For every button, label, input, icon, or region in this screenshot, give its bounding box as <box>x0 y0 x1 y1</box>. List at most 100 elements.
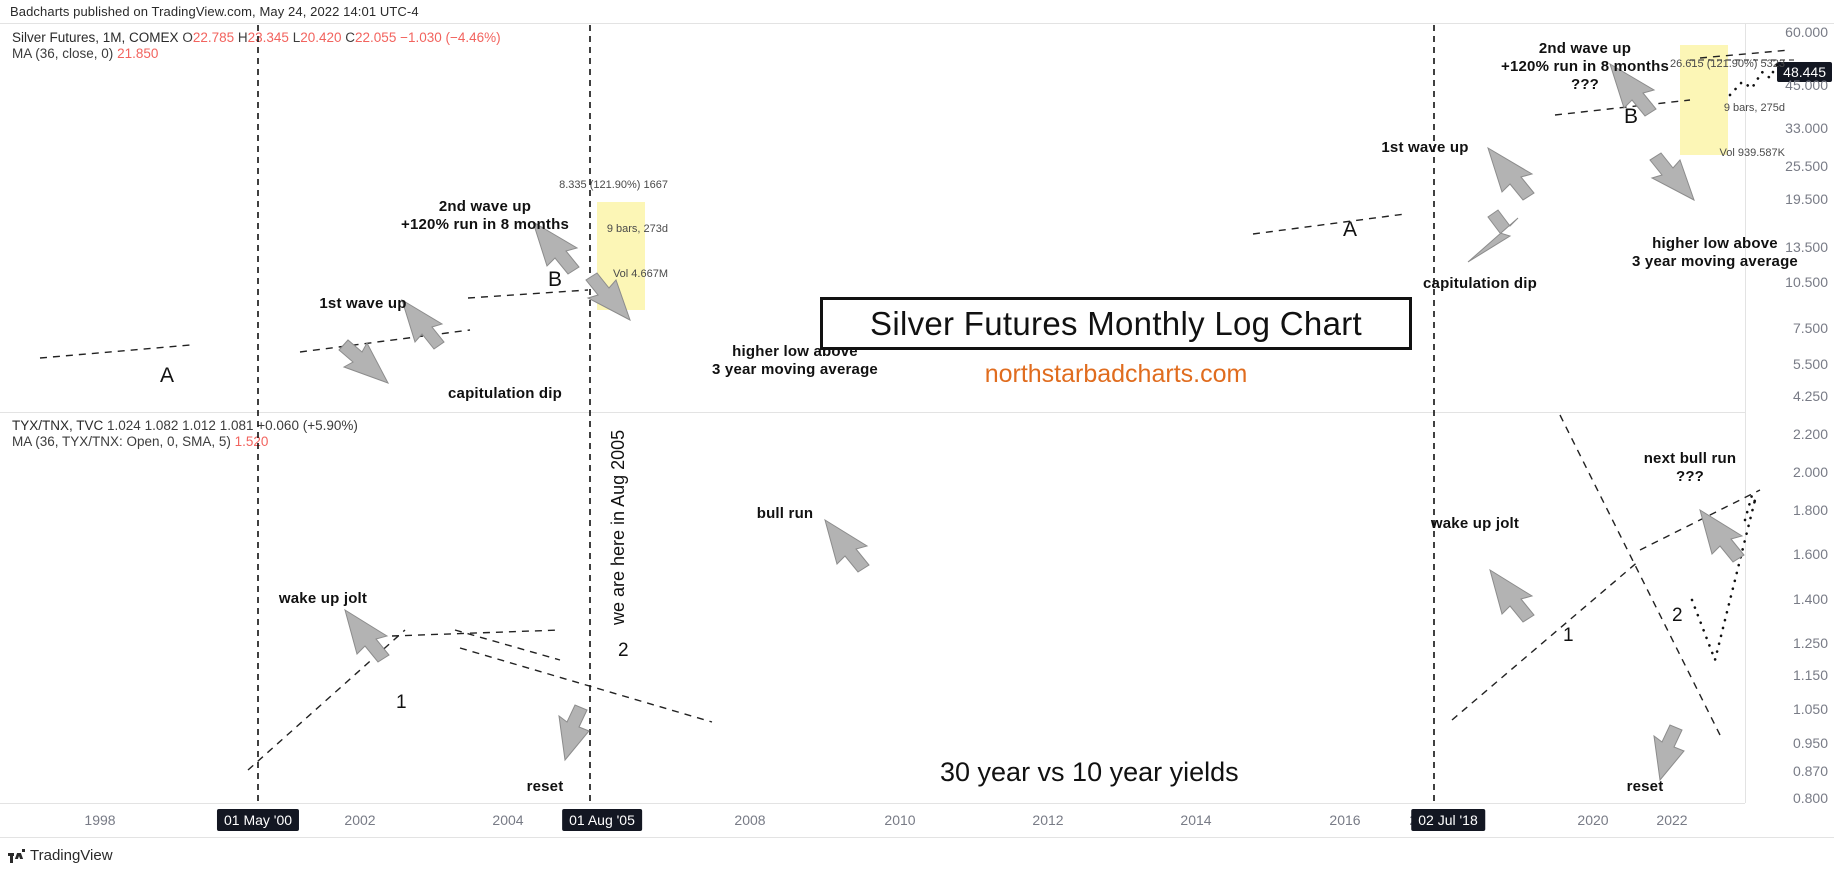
measure-tooltip-left-line2: 9 bars, 273d <box>606 223 668 236</box>
upper-tick-2: 33.000 <box>1785 120 1828 136</box>
annotation-wake-up-left: wake up jolt <box>278 590 368 607</box>
lower-v2: 1.082 <box>144 418 179 433</box>
upper-open-label: O <box>182 30 193 45</box>
measure-tooltip-left-line3: Vol 4.667M <box>612 267 668 280</box>
upper-ma-label: MA (36, close, 0) <box>12 46 114 61</box>
lower-tick-3: 1.600 <box>1792 546 1828 562</box>
measure-tooltip-left: 8.335 (121.90%) 1667 9 bars, 273d Vol 4.… <box>478 148 668 311</box>
upper-symbol: Silver Futures, 1M, COMEX <box>12 30 179 45</box>
annotation-capitulation-left: capitulation dip <box>447 385 563 402</box>
lower-tick-2: 1.800 <box>1792 502 1828 518</box>
upper-open-value: 22.785 <box>192 30 235 45</box>
upper-price-highlight: 48.445 <box>1777 62 1832 82</box>
upper-legend-row2[interactable]: MA (36, close, 0) 21.850 <box>12 46 158 61</box>
upper-tick-1: 45.000 <box>1785 77 1828 93</box>
upper-change-value: −1.030 (−4.46%) <box>400 30 501 45</box>
lower-v4: 1.081 <box>219 418 254 433</box>
upper-low-label: L <box>292 30 301 45</box>
annotation-letter-b-left: B <box>548 268 563 291</box>
annotation-capitulation-right: capitulation dip <box>1422 275 1538 292</box>
time-label-highlight-2018: 02 Jul '18 <box>1411 809 1485 831</box>
lower-tick-4: 1.400 <box>1792 591 1828 607</box>
time-axis[interactable]: 1998 01 May '00 2002 2004 01 Aug '05 200… <box>0 803 1745 837</box>
chart-subtitle-site: northstarbadcharts.com <box>984 360 1248 388</box>
time-label-highlight-2000: 01 May '00 <box>216 809 300 831</box>
lower-tick-9: 0.870 <box>1792 763 1828 779</box>
tradingview-mark-icon <box>8 848 25 863</box>
lower-tick-1: 2.000 <box>1792 464 1828 480</box>
vertical-marker-label: we are here in Aug 2005 <box>608 429 628 625</box>
upper-close-value: 22.055 <box>355 30 397 45</box>
lower-symbol: TYX/TNX, TVC <box>12 418 104 433</box>
annotation-bull-run: bull run <box>756 505 814 522</box>
lower-pane-caption: 30 year vs 10 year yields <box>940 757 1239 787</box>
time-label-2002: 2002 <box>344 812 376 828</box>
annotation-reset-right: reset <box>1626 778 1664 795</box>
time-label-2010: 2010 <box>884 812 916 828</box>
chart-title-text: Silver Futures Monthly Log Chart <box>870 304 1362 342</box>
measure-tooltip-right-line3: Vol 939.587K <box>1719 146 1785 159</box>
annotation-letter-b-right: B <box>1624 105 1639 128</box>
lower-ma-label: MA (36, TYX/TNX: Open, 0, SMA, 5) <box>12 434 231 449</box>
time-label-2014: 2014 <box>1180 812 1212 828</box>
upper-close-label: C <box>345 30 356 45</box>
annotation-wake-up-right: wake up jolt <box>1430 515 1520 532</box>
lower-v3: 1.012 <box>182 418 216 433</box>
tradingview-logo[interactable]: TradingView <box>8 847 113 864</box>
lower-change-value: +0.060 (+5.90%) <box>257 418 358 433</box>
annotation-num2-left: 2 <box>618 640 629 661</box>
lower-legend-row2[interactable]: MA (36, TYX/TNX: Open, 0, SMA, 5) 1.520 <box>12 434 268 449</box>
upper-high-value: 23.345 <box>247 30 289 45</box>
lower-tick-8: 0.950 <box>1792 735 1828 751</box>
chart-title-box: Silver Futures Monthly Log Chart <box>820 297 1412 350</box>
lower-chart-pane[interactable] <box>0 413 1745 803</box>
annotation-2nd-wave-left: 2nd wave up +120% run in 8 months <box>401 198 569 233</box>
upper-tick-4: 19.500 <box>1785 191 1828 207</box>
annotation-num2-right: 2 <box>1672 605 1683 626</box>
time-label-2008: 2008 <box>734 812 766 828</box>
publish-text: Badcharts published on TradingView.com, … <box>10 4 419 19</box>
annotation-1st-wave-left: 1st wave up <box>319 295 407 312</box>
bottom-brand-bar: TradingView <box>0 837 1834 875</box>
upper-tick-0: 60.000 <box>1785 24 1828 40</box>
time-label-1998: 1998 <box>84 812 116 828</box>
lower-tick-10: 0.800 <box>1792 790 1828 806</box>
annotation-num1-right: 1 <box>1563 625 1574 646</box>
lower-v1: 1.024 <box>107 418 141 433</box>
annotation-reset-left: reset <box>526 778 564 795</box>
measure-tooltip-right-line1: 26.615 (121.90%) 5323 <box>1670 57 1785 70</box>
time-label-2022: 2022 <box>1656 812 1688 828</box>
upper-high-label: H <box>237 30 248 45</box>
lower-ma-value: 1.520 <box>234 434 269 449</box>
time-label-highlight-2005: 01 Aug '05 <box>562 809 642 831</box>
upper-price-axis[interactable]: 60.000 48.445 45.000 33.000 25.500 19.50… <box>1745 24 1834 413</box>
time-label-2016: 2016 <box>1329 812 1361 828</box>
upper-legend-row1[interactable]: Silver Futures, 1M, COMEX O22.785 H23.34… <box>12 30 501 45</box>
lower-tick-6: 1.150 <box>1792 667 1828 683</box>
lower-legend-row1[interactable]: TYX/TNX, TVC 1.024 1.082 1.012 1.081 +0.… <box>12 418 358 433</box>
upper-tick-9: 4.250 <box>1792 388 1828 404</box>
annotation-next-bull-run: next bull run ??? <box>1643 450 1737 485</box>
measure-tooltip-left-line1: 8.335 (121.90%) 1667 <box>559 178 668 191</box>
annotation-letter-a-right: A <box>1343 218 1358 241</box>
annotation-1st-wave-right: 1st wave up <box>1381 139 1469 156</box>
tradingview-logo-text: TradingView <box>30 847 113 864</box>
time-label-2012: 2012 <box>1032 812 1064 828</box>
upper-ma-value: 21.850 <box>117 46 159 61</box>
time-label-2020: 2020 <box>1577 812 1609 828</box>
lower-tick-7: 1.050 <box>1792 701 1828 717</box>
publish-bar: Badcharts published on TradingView.com, … <box>0 0 1834 24</box>
lower-tick-5: 1.250 <box>1792 635 1828 651</box>
annotation-2nd-wave-right: 2nd wave up +120% run in 8 months ??? <box>1501 40 1669 93</box>
time-label-2004: 2004 <box>492 812 524 828</box>
upper-tick-5: 13.500 <box>1785 239 1828 255</box>
upper-tick-8: 5.500 <box>1792 356 1828 372</box>
annotation-num1-left: 1 <box>396 692 407 713</box>
upper-low-value: 20.420 <box>300 30 342 45</box>
annotation-higher-low-right: higher low above 3 year moving average <box>1632 235 1798 270</box>
upper-tick-3: 25.500 <box>1785 158 1828 174</box>
lower-tick-0: 2.200 <box>1792 426 1828 442</box>
measure-tooltip-right-line2: 9 bars, 275d <box>1723 102 1785 115</box>
annotation-letter-a-left: A <box>160 364 175 387</box>
